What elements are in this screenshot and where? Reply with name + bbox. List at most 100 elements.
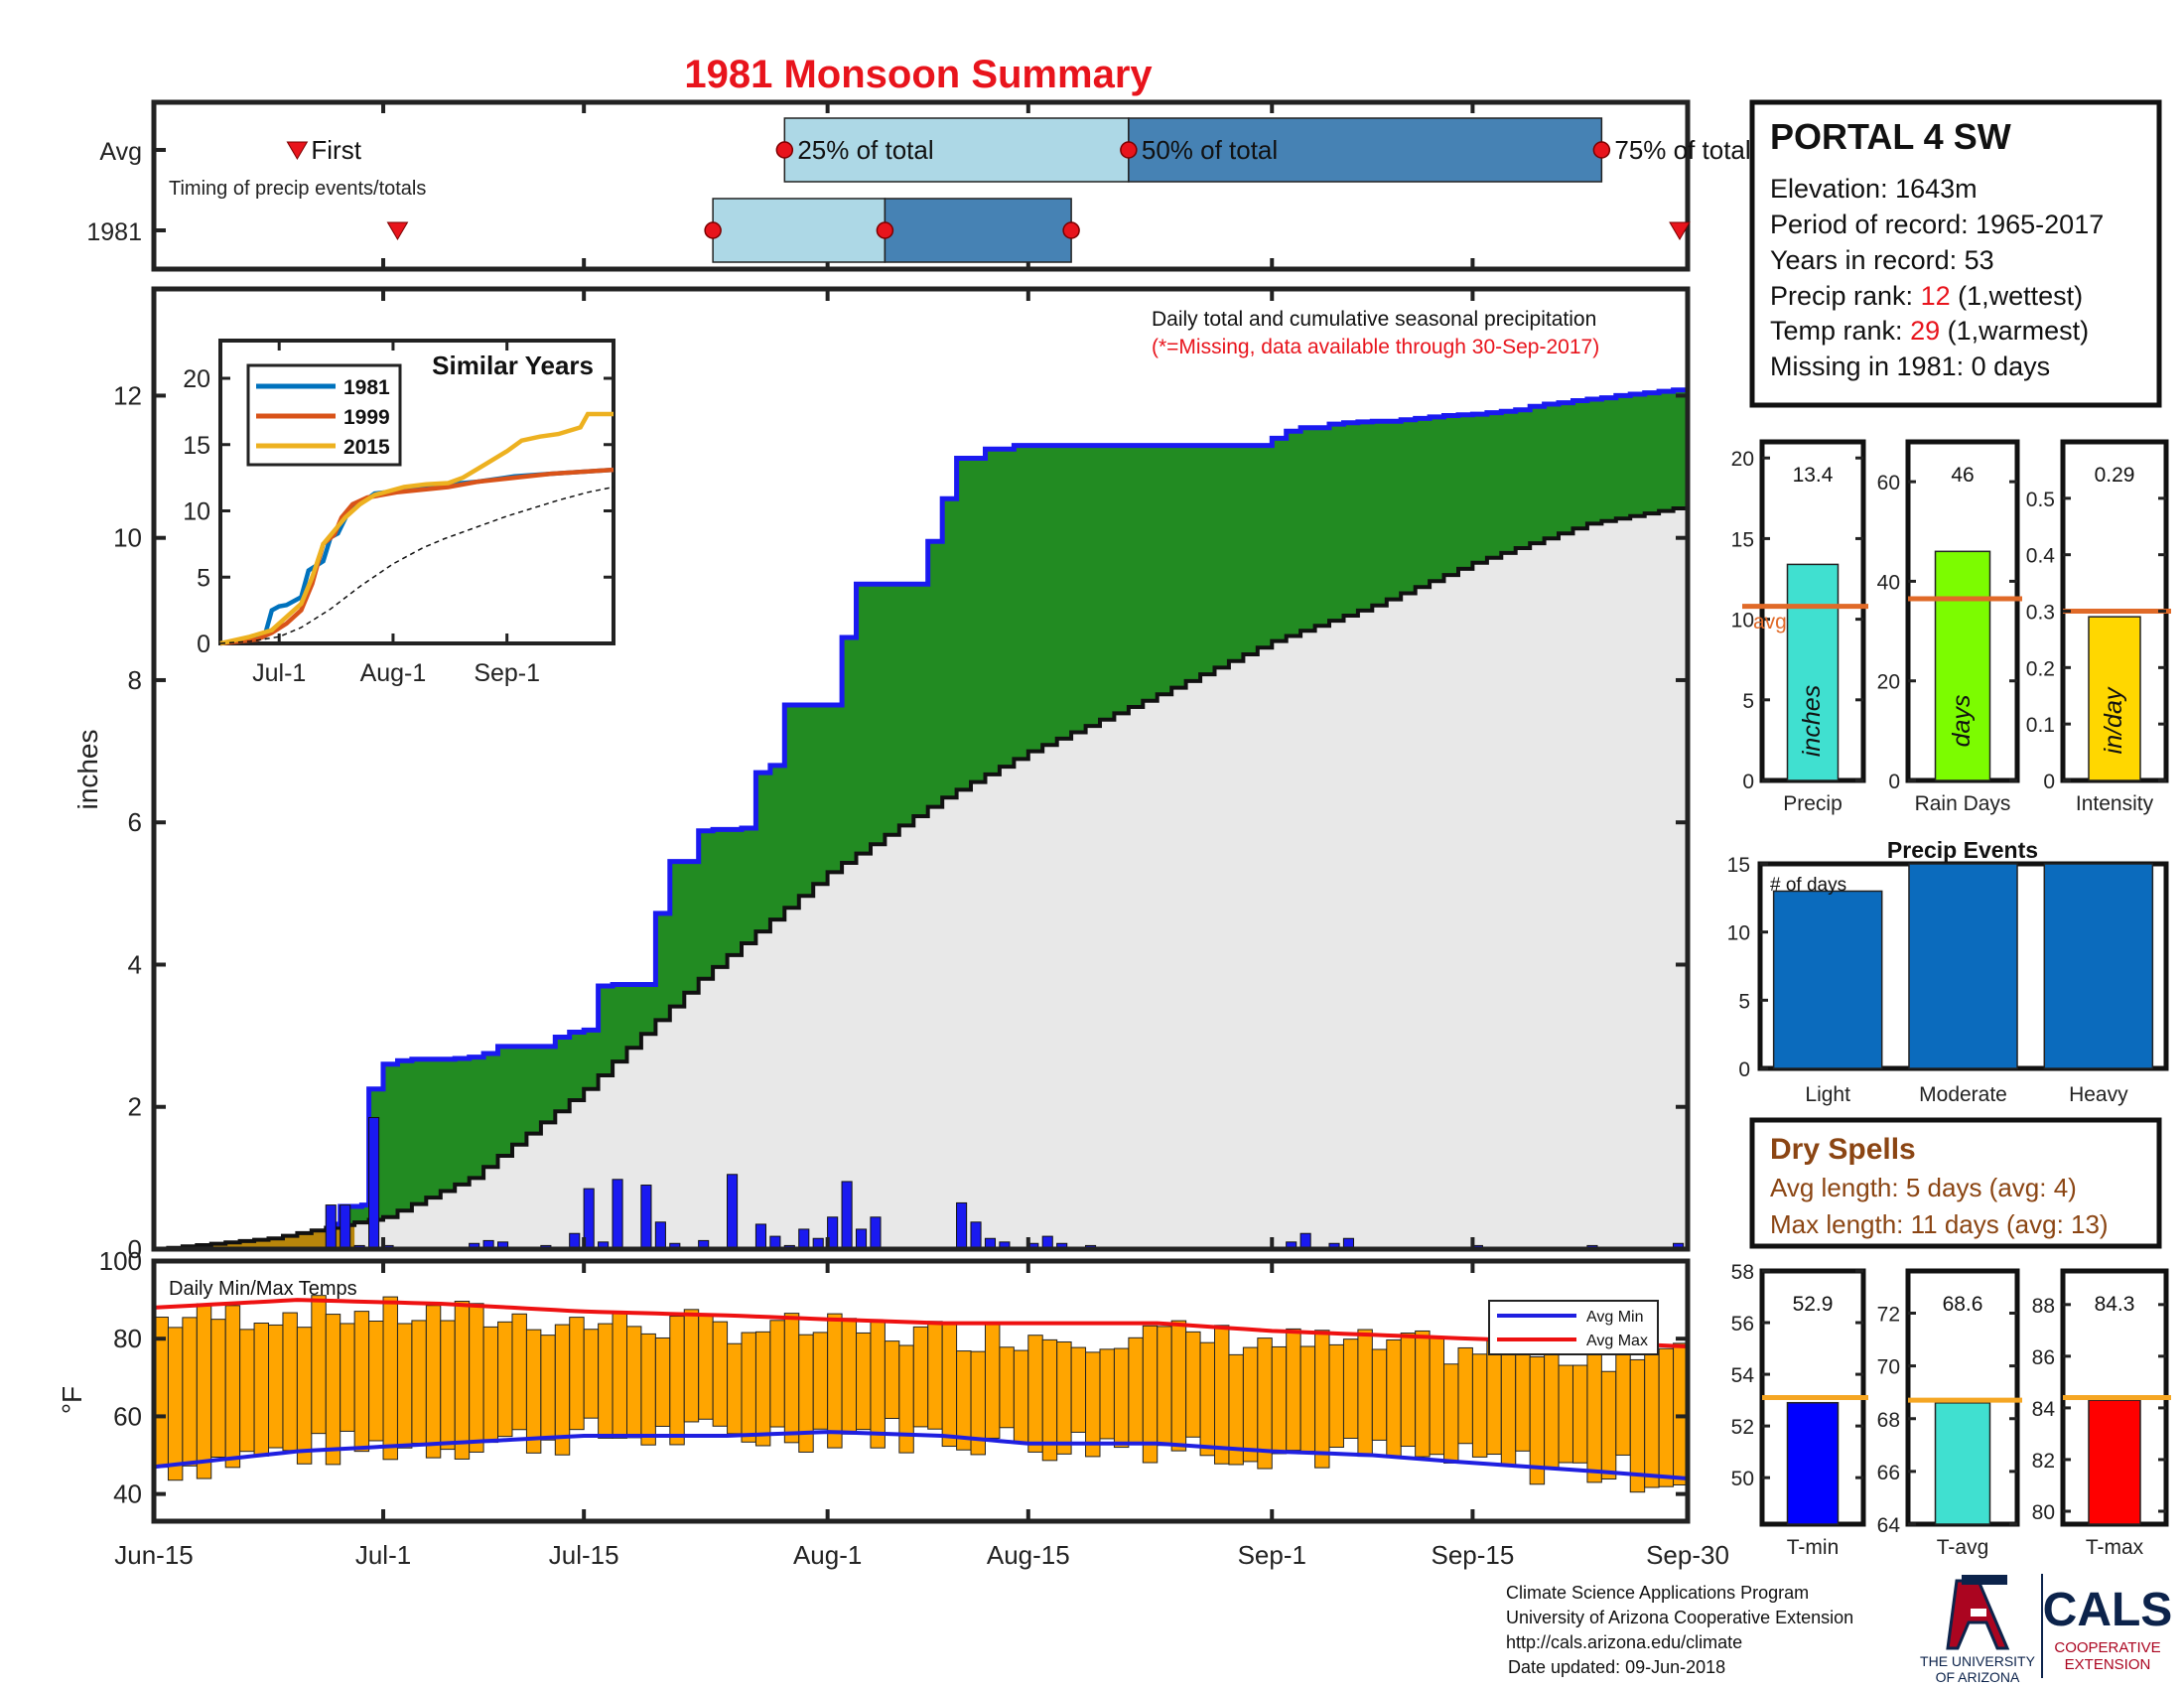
daily-temp-bar: [884, 1340, 900, 1420]
daily-temp-bar: [698, 1313, 714, 1420]
inset-ytick-label: 15: [183, 432, 210, 460]
summary-ytick-label: 88: [2032, 1295, 2055, 1318]
daily-precip-bar: [325, 1204, 337, 1250]
x-axis-label: Sep-15: [1431, 1540, 1514, 1570]
daily-temp-bar: [440, 1320, 456, 1451]
temp-ytick-label: 80: [113, 1324, 142, 1353]
inset-xtick-label: Aug-1: [360, 659, 427, 687]
events-xlabel: Moderate: [1919, 1083, 2007, 1106]
daily-temp-bar: [1615, 1353, 1631, 1456]
daily-temp-bar: [1013, 1349, 1029, 1444]
main-ytick-label: 0: [128, 1234, 142, 1264]
summary-xlabel: Precip: [1783, 792, 1843, 815]
footer-line3: http://cals.arizona.edu/climate: [1506, 1632, 1742, 1652]
events-annotation: # of days: [1770, 875, 1846, 896]
cumulative-1981-line: [154, 387, 1691, 1252]
daily-temp-bar: [1128, 1336, 1144, 1446]
daily-temp-bar: [1271, 1345, 1288, 1455]
station-temp-rank: Temp rank: 29 (1,warmest): [1770, 316, 2089, 346]
summary-ytick-label: 54: [1731, 1364, 1755, 1387]
inset-line-2015: [219, 411, 614, 646]
main-ylabel: inches: [72, 730, 103, 810]
summary-bar-intensity: [2088, 616, 2141, 781]
avg-q75-marker: [1592, 141, 1611, 159]
daily-precip-bar: [654, 1221, 666, 1250]
daily-temp-bar: [282, 1312, 298, 1452]
daily-temp-bar: [1214, 1325, 1230, 1465]
daily-temp-bar: [525, 1329, 542, 1454]
daily-temp-bar: [210, 1319, 226, 1459]
daily-temp-bar: [311, 1295, 327, 1435]
summary-ytick-label: 72: [1877, 1304, 1900, 1327]
summary-bar-rain-days: [1934, 550, 1991, 781]
main-ytick-label: 6: [128, 807, 142, 837]
daily-temp-bar: [540, 1335, 556, 1441]
daily-temp-bar: [1157, 1326, 1172, 1447]
summary-unit-label: inches: [1798, 685, 1826, 757]
summary-bar-t-avg: [1934, 1402, 1991, 1525]
daily-precip-bar: [956, 1201, 968, 1250]
timing-panel-frame: [151, 99, 1691, 272]
daily-temp-bar: [1085, 1351, 1101, 1458]
daily-temp-bar: [1286, 1328, 1301, 1452]
y1981-q50-marker: [876, 221, 894, 239]
timing-row-avg-label: Avg: [99, 138, 142, 166]
daily-temp-bar: [741, 1332, 756, 1443]
main-ytick-label: 10: [113, 523, 142, 553]
avg-q50-q75-box: [1128, 117, 1603, 183]
daily-temp-bar: [956, 1350, 972, 1451]
daily-precip-bar: [798, 1228, 810, 1250]
main-note-line1: Daily total and cumulative seasonal prec…: [1152, 308, 1596, 331]
daily-temp-bar: [268, 1324, 284, 1449]
daily-temp-bar: [583, 1329, 600, 1419]
daily-temp-bar: [783, 1313, 800, 1444]
summary-value-label: 46: [1951, 464, 1974, 487]
daily-temp-bar: [482, 1326, 499, 1444]
summary-ytick-label: 82: [2032, 1450, 2055, 1473]
temp-legend-max-label: Avg Max: [1586, 1333, 1648, 1349]
summary-ytick-label: 5: [1742, 690, 1754, 713]
daily-temp-bar: [1342, 1338, 1359, 1440]
summary-ytick-label: 20: [1877, 671, 1900, 694]
daily-temp-bar: [1386, 1338, 1402, 1458]
daily-precip-bar: [612, 1179, 623, 1250]
footer-line1: Climate Science Applications Program: [1506, 1583, 1809, 1603]
daily-temp-bar: [856, 1332, 872, 1431]
daily-temp-bar: [625, 1326, 642, 1439]
station-info-box: [1749, 99, 2162, 408]
daily-temp-bar: [927, 1321, 943, 1430]
temp-ytick-label: 40: [113, 1479, 142, 1509]
daily-temp-bar: [469, 1303, 484, 1453]
summary-bar-t-max: [2088, 1399, 2141, 1525]
daily-temp-bar: [1170, 1320, 1187, 1452]
daily-temp-bar: [1113, 1347, 1130, 1449]
summary-ytick-label: 52: [1731, 1416, 1754, 1439]
daily-temp-bar: [340, 1323, 355, 1432]
daily-temp-bar: [196, 1303, 212, 1479]
daily-temp-bar: [1027, 1335, 1043, 1453]
daily-temp-bar: [167, 1327, 184, 1481]
summary-ytick-label: 0: [1888, 771, 1900, 793]
summary-xlabel: Rain Days: [1915, 792, 2011, 815]
events-bar-heavy: [2043, 863, 2154, 1069]
y1981-q75-marker: [1062, 221, 1080, 239]
daily-temp-bar: [382, 1296, 398, 1461]
average-cumulative-line: [154, 505, 1690, 1251]
daily-temp-bar: [1099, 1348, 1115, 1440]
daily-temp-bar: [454, 1301, 471, 1460]
x-axis-label: Jul-1: [355, 1540, 411, 1570]
station-precip-rank: Precip rank: 12 (1,wettest): [1770, 281, 2083, 311]
precip-events-chart: Light Moderate Heavy 0 5 10 15 # of days: [1727, 854, 2169, 1106]
avg-q25-label: 25% of total: [797, 135, 933, 165]
daily-temp-bar: [1515, 1343, 1531, 1452]
x-axis-label: Aug-1: [793, 1540, 862, 1570]
daily-temp-bar: [1242, 1346, 1259, 1463]
svg-text:OF ARIZONA: OF ARIZONA: [1936, 1669, 2020, 1685]
temp-panel-title: Daily Min/Max Temps: [169, 1278, 357, 1300]
svg-text:CALS: CALS: [2043, 1584, 2173, 1636]
inset-line-1999: [219, 467, 614, 646]
daily-precip-bar: [727, 1174, 739, 1250]
dry-spells-max: Max length: 11 days (avg: 13): [1770, 1209, 2109, 1239]
x-axis-label: Sep-1: [1238, 1540, 1306, 1570]
station-elevation: Elevation: 1643m: [1770, 174, 1978, 204]
